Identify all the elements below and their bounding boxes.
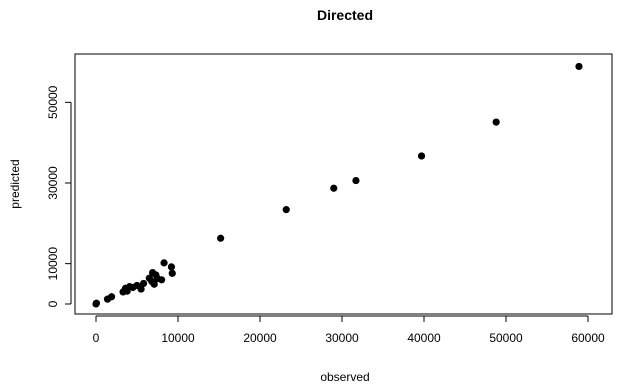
data-point [92,299,101,307]
x-axis-label: observed [320,370,369,384]
data-points [92,62,583,308]
data-point [282,206,290,214]
data-point [575,62,583,71]
y-axis: 0 10000 30000 50000 [46,85,72,307]
data-point [417,152,426,160]
data-point [330,184,338,192]
plot-frame [74,53,613,315]
y-tick-label: 0 [46,300,60,307]
data-point [107,293,116,301]
data-point [160,259,168,267]
x-tick-label: 50000 [489,331,523,345]
x-tick-label: 10000 [161,331,195,345]
data-point [139,279,148,288]
data-point [217,234,225,242]
x-tick-label: 20000 [243,331,277,345]
x-axis: 0 10000 20000 30000 40000 50000 60000 [93,315,605,345]
y-tick-label: 30000 [46,166,60,200]
data-point [352,176,360,185]
y-axis-label: predicted [8,159,22,208]
data-point [492,118,500,126]
data-point [158,276,166,284]
x-tick-label: 60000 [571,331,605,345]
x-tick-label: 40000 [407,331,441,345]
y-tick-label: 10000 [46,247,60,281]
data-point [167,263,176,271]
data-point [150,280,158,288]
data-point [168,269,176,277]
y-tick-label: 50000 [46,85,60,119]
x-tick-label: 0 [93,331,100,345]
chart-title: Directed [317,7,373,23]
data-point [137,285,145,293]
x-tick-label: 30000 [325,331,359,345]
